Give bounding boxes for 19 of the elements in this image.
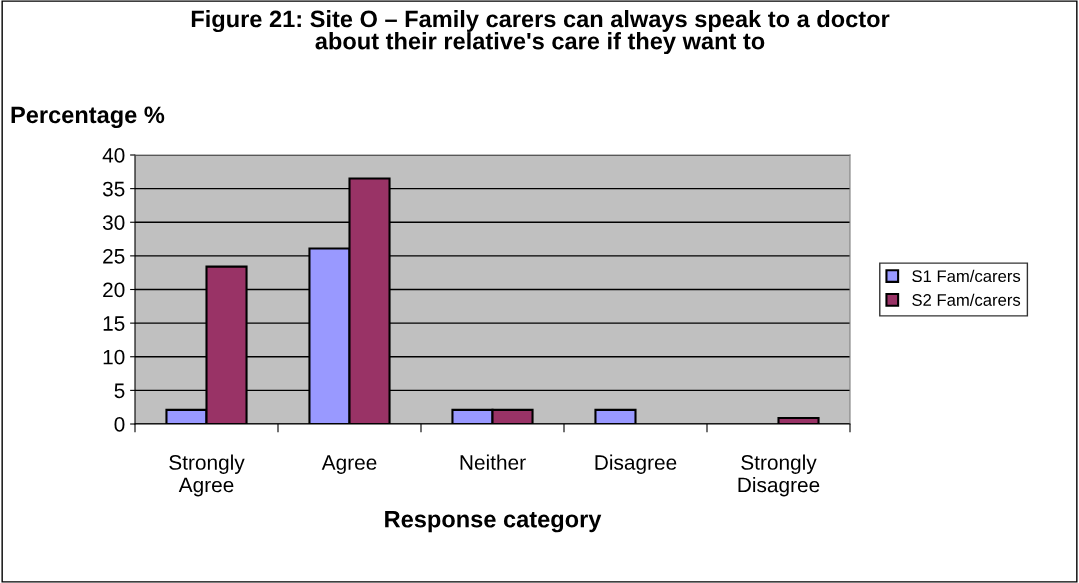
x-tick-label: Neither (460, 454, 526, 470)
y-tick-label: 25 (103, 248, 125, 264)
x-tick-label: Strongly Disagree (738, 454, 820, 497)
y-tick-label: 30 (102, 215, 125, 230)
x-tick-label: Disagree (595, 454, 677, 474)
chart-title: Figure 21: Site O – Family carers can always speak to a doctor about their relative's care if they want to (191, 10, 890, 55)
y-tick-label: 10 (103, 349, 125, 365)
legend-label: S2 Fam/carers (912, 293, 1021, 306)
x-axis-title: Response category (385, 511, 602, 533)
y-tick-label: 0 (114, 417, 125, 432)
y-tick-label: 20 (103, 282, 125, 298)
x-tick-label: Strongly Agree (169, 454, 245, 497)
legend-label: S1 Fam/carers (912, 269, 1021, 283)
y-tick-label: 15 (103, 316, 125, 331)
y-axis-title: Percentage % (11, 106, 165, 128)
y-tick-label: 5 (114, 383, 125, 399)
x-tick-label: Agree (321, 455, 377, 474)
y-tick-label: 40 (102, 148, 125, 163)
y-tick-label: 35 (102, 181, 125, 197)
